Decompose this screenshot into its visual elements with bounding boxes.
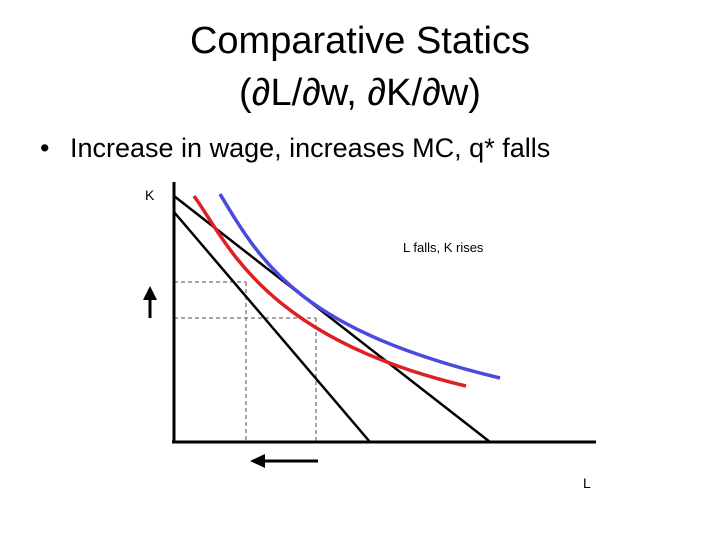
bullet-marker: •	[40, 133, 50, 163]
change-annotation: L falls, K rises	[403, 240, 484, 255]
slide-subtitle: (∂L/∂w, ∂K/∂w)	[239, 72, 481, 114]
new-isoquant-curve	[192, 194, 467, 388]
isocost-line-new	[173, 211, 371, 443]
slide-title: Comparative Statics	[189, 20, 530, 62]
arrow-up-icon	[143, 286, 157, 318]
bullet-text: Increase in wage, increases MC, q* falls	[70, 133, 551, 163]
y-axis-label: K	[145, 187, 155, 203]
isocost-line-original	[173, 195, 491, 443]
bullet-item: • Increase in wage, increases MC, q* fall…	[40, 130, 550, 166]
arrow-left-icon	[250, 454, 318, 468]
original-isoquant-curve	[218, 193, 501, 380]
x-axis-label: L	[583, 475, 591, 491]
